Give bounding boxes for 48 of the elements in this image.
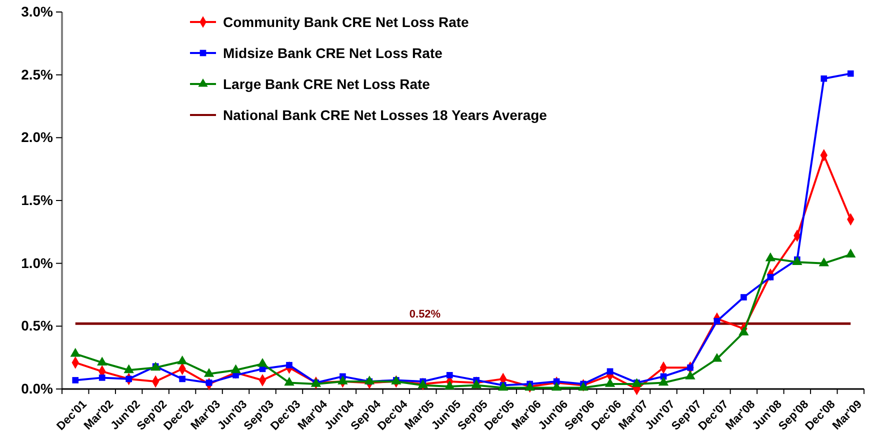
point	[72, 377, 79, 384]
y-tick-label: 3.0%	[21, 3, 54, 20]
point	[471, 379, 482, 388]
point	[604, 378, 616, 387]
point	[818, 257, 829, 266]
point	[70, 348, 80, 357]
point	[685, 370, 696, 380]
legend-label: Midsize Bank CRE Net Loss Rate	[223, 45, 443, 61]
point	[284, 376, 294, 386]
point	[687, 364, 694, 371]
point	[792, 256, 802, 266]
point	[98, 374, 106, 381]
legend-label: Large Bank CRE Net Loss Rate	[223, 76, 430, 92]
point	[712, 352, 722, 362]
legend-label: National Bank CRE Net Losses 18 Years Average	[223, 107, 548, 123]
point	[551, 382, 562, 391]
point	[738, 326, 749, 336]
y-tick-label: 0.0%	[21, 380, 54, 396]
point	[820, 75, 828, 82]
y-tick-label: 1.0%	[21, 254, 54, 271]
point	[606, 368, 614, 375]
legend-label: Community Bank CRE Net Loss Rate	[223, 14, 470, 30]
point	[204, 368, 214, 377]
y-tick-label: 0.5%	[21, 318, 54, 334]
point	[257, 358, 268, 367]
y-tick-label: 1.5%	[21, 192, 54, 208]
point	[765, 252, 776, 262]
point	[126, 376, 132, 382]
y-tick-label: 2.0%	[21, 129, 54, 146]
point	[364, 376, 375, 384]
point	[847, 70, 854, 77]
point	[740, 294, 747, 300]
y-tick-label: 2.5%	[21, 66, 54, 82]
point	[578, 382, 588, 391]
point	[179, 376, 186, 382]
point	[714, 318, 720, 324]
point	[846, 248, 856, 258]
point	[658, 376, 669, 386]
point	[286, 362, 292, 368]
point	[97, 356, 108, 366]
point	[444, 380, 455, 390]
point	[177, 355, 188, 364]
point	[230, 364, 241, 374]
point	[124, 364, 134, 374]
point	[498, 382, 508, 391]
annotation: 0.52%	[409, 308, 441, 321]
point	[338, 376, 348, 384]
point	[446, 372, 453, 378]
